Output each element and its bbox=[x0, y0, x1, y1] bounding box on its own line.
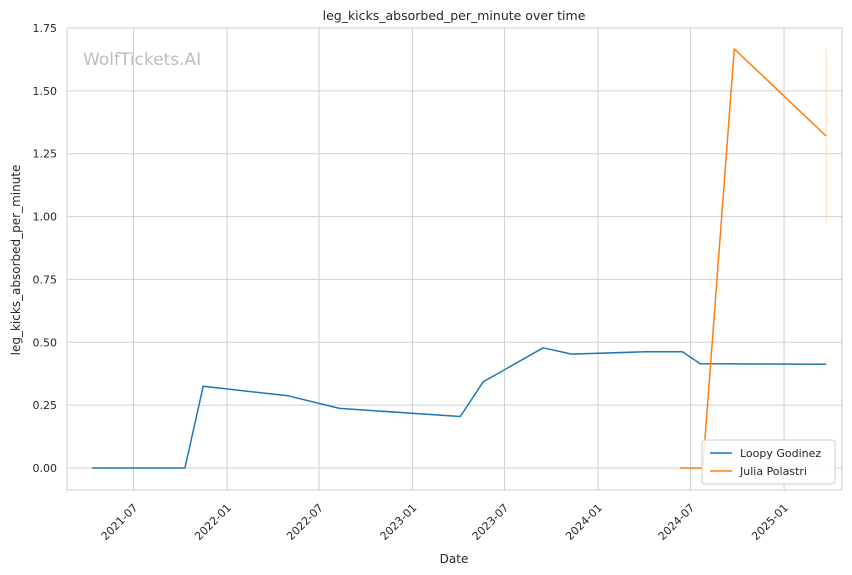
series-lines bbox=[91, 48, 827, 469]
legend-label: Loopy Godinez bbox=[740, 447, 821, 460]
series-line bbox=[679, 48, 827, 469]
legend-label: Julia Polastri bbox=[739, 465, 807, 478]
series-line bbox=[91, 347, 827, 469]
x-axis-title: Date bbox=[440, 552, 469, 566]
y-tick-label: 1.00 bbox=[33, 211, 58, 224]
y-tick-label: 0.75 bbox=[33, 273, 58, 286]
x-tick-label: 2022-07 bbox=[284, 501, 326, 543]
plot-border bbox=[66, 27, 843, 491]
x-tick-labels: 2021-07 2022-01 2022-07 2023-01 2023-07 2024-… bbox=[99, 501, 791, 543]
x-tick-label: 2024-01 bbox=[563, 501, 605, 543]
x-tick-label: 2025-01 bbox=[749, 501, 791, 543]
x-tick-label: 2021-07 bbox=[99, 501, 141, 543]
x-tick-label: 2023-07 bbox=[470, 501, 512, 543]
x-tick-label: 2023-01 bbox=[378, 501, 420, 543]
y-tick-label: 1.25 bbox=[33, 148, 58, 161]
y-tick-label: 1.50 bbox=[33, 85, 58, 98]
x-tick-label: 2024-07 bbox=[656, 501, 698, 543]
plot-frame bbox=[66, 27, 843, 491]
grid-lines bbox=[67, 27, 842, 490]
y-tick-label: 1.75 bbox=[33, 22, 58, 35]
legend-box bbox=[701, 439, 836, 485]
x-tick-label: 2022-01 bbox=[192, 501, 234, 543]
y-tick-labels: 0.00 0.25 0.50 0.75 1.00 1.25 1.50 1.75 bbox=[33, 22, 58, 475]
y-tick-label: 0.50 bbox=[33, 336, 58, 349]
chart-title: leg_kicks_absorbed_per_minute over time bbox=[323, 8, 586, 23]
watermark: WolfTickets.AI bbox=[83, 50, 201, 70]
legend: Loopy Godinez Julia Polastri bbox=[701, 439, 836, 485]
y-tick-label: 0.00 bbox=[33, 462, 58, 475]
y-axis-title: leg_kicks_absorbed_per_minute bbox=[9, 165, 23, 356]
y-tick-label: 0.25 bbox=[33, 399, 58, 412]
